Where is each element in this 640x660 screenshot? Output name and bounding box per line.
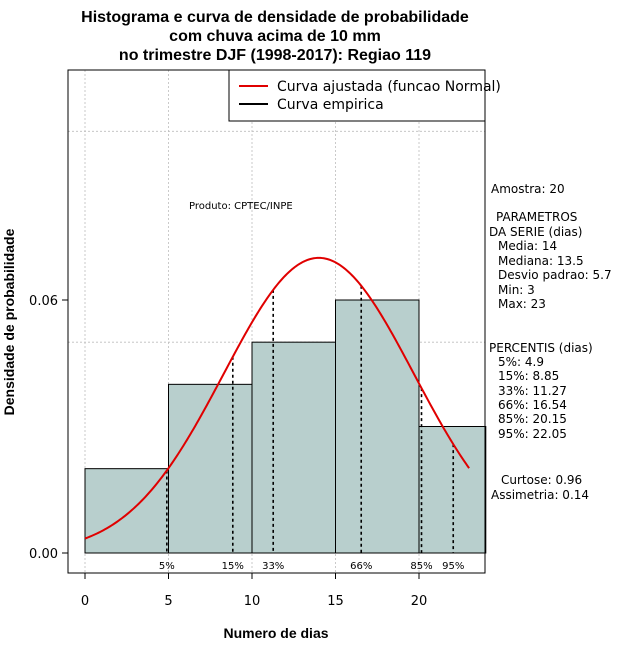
y-tick-label: 0.06 (29, 294, 58, 309)
y-axis-label: Densidade de probabilidade (1, 228, 17, 415)
percentile-label: 15% (222, 561, 244, 572)
percentile-label: 33% (262, 561, 284, 572)
legend-box (228, 69, 486, 122)
x-tick-label: 15 (327, 594, 344, 609)
stats-assimetria: Assimetria: 0.14 (491, 488, 589, 502)
x-tick-label: 10 (244, 594, 261, 609)
stats-param: Media: 14 (498, 239, 557, 253)
stats-param: Max: 23 (498, 297, 546, 311)
histogram-bar (168, 383, 253, 554)
y-axis: 0.00 0.06 (29, 294, 69, 562)
histogram-bar (335, 299, 420, 554)
percentile-label: 66% (350, 561, 372, 572)
chart-title-line-3: no trimestre DJF (1998-2017): Regiao 119 (119, 47, 431, 64)
percentile-label: 5% (159, 561, 175, 572)
chart-title-line-1: Histograma e curva de densidade de proba… (81, 9, 469, 26)
normal-fit-curve (84, 256, 470, 540)
legend-label-empirical: Curva empirica (277, 97, 384, 113)
stats-param: Desvio padrao: 5.7 (498, 268, 612, 282)
stats-param: Min: 3 (498, 283, 535, 297)
stats-percentil: 5%: 4.9 (498, 355, 544, 369)
stats-percentil: 33%: 11.27 (498, 384, 567, 398)
histogram-bar (251, 341, 336, 554)
stats-percentis-header: PERCENTIS (dias) (489, 341, 593, 355)
y-tick-label: 0.00 (29, 547, 58, 562)
histogram-bar (418, 426, 487, 554)
percentile-label: 85% (410, 561, 432, 572)
stats-curtose: Curtose: 0.96 (501, 473, 582, 487)
stats-params-sub: DA SERIE (dias) (489, 225, 582, 239)
histogram-bar (84, 468, 169, 554)
x-axis: 0 5 10 15 20 (81, 572, 428, 609)
chart-title-line-2: com chuva acima de 10 mm (169, 28, 381, 45)
x-tick-label: 5 (164, 594, 172, 609)
x-tick-label: 20 (411, 594, 428, 609)
percentile-label: 95% (442, 561, 464, 572)
stats-param: Mediana: 13.5 (498, 254, 584, 268)
legend-label-fit: Curva ajustada (funcao Normal) (277, 79, 501, 95)
x-tick-label: 0 (81, 594, 89, 609)
product-note: Produto: CPTEC/INPE (189, 201, 293, 212)
histogram-bars (84, 299, 487, 554)
percentile-markers: 5% 15% 33% 66% 85% 95% (159, 285, 464, 572)
stats-percentil: 66%: 16.54 (498, 398, 567, 412)
stats-percentil: 15%: 8.85 (498, 369, 559, 383)
stats-percentil: 85%: 20.15 (498, 412, 567, 426)
stats-sample: Amostra: 20 (491, 182, 565, 196)
x-axis-label: Numero de dias (223, 625, 328, 641)
stats-percentil: 95%: 22.05 (498, 427, 567, 441)
stats-params-header: PARAMETROS (496, 210, 577, 224)
legend: Curva ajustada (funcao Normal) Curva emp… (228, 69, 501, 122)
stats-panel: Amostra: 20 PARAMETROS DA SERIE (dias) M… (489, 182, 612, 502)
